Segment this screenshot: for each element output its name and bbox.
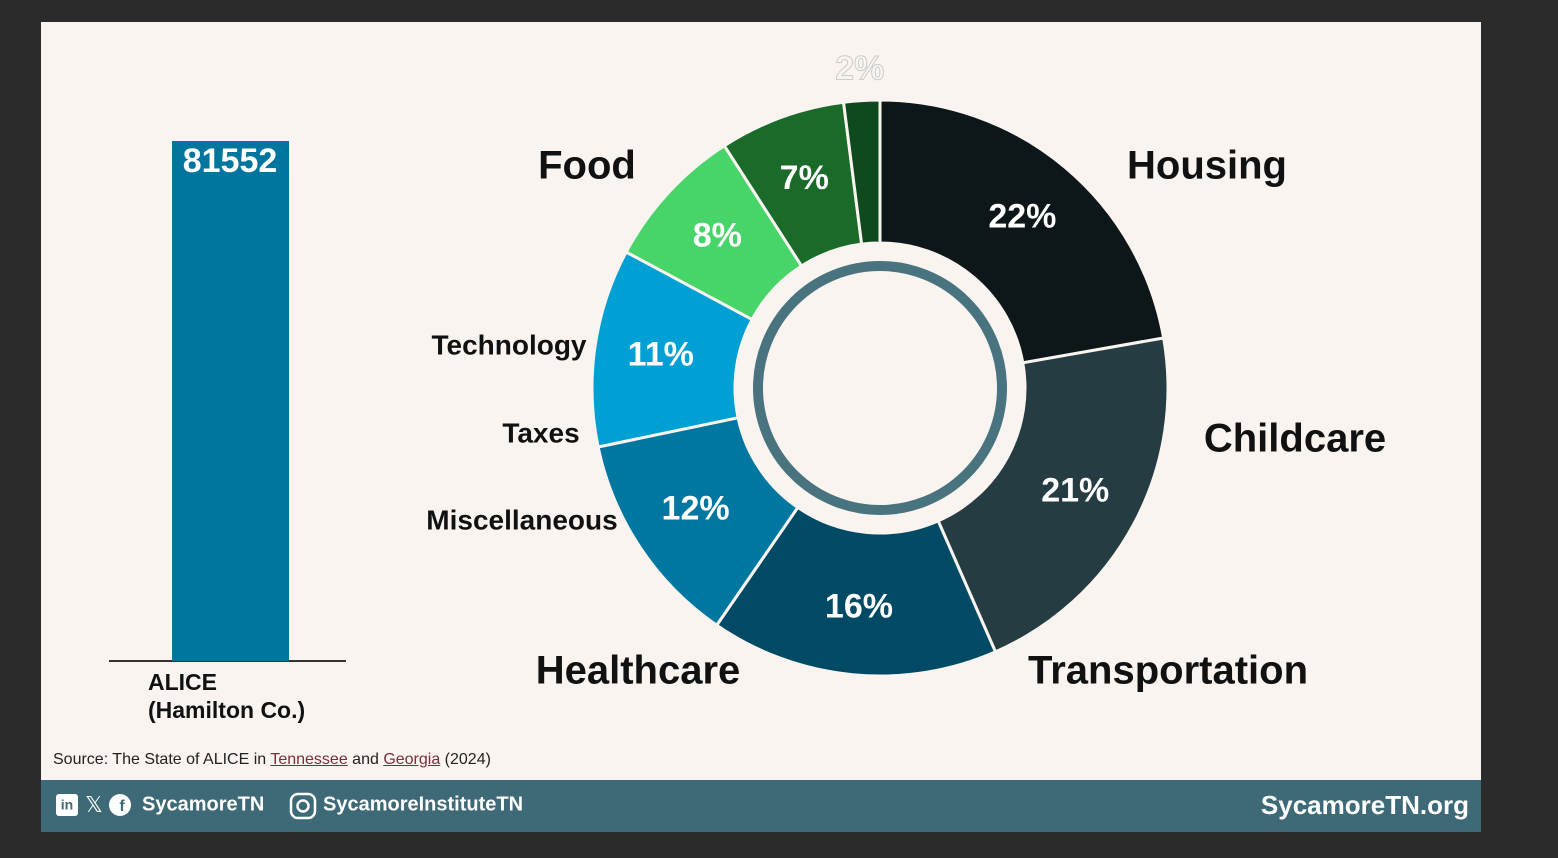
source: Source: The State of ALICE in Tennessee …: [53, 751, 491, 769]
social-handle[interactable]: SycamoreTN: [142, 793, 264, 815]
svg-text:𝕏: 𝕏: [85, 792, 103, 817]
slice-value-label: 8%: [693, 217, 742, 255]
source-text: and: [347, 751, 384, 768]
category-label: Miscellaneous: [426, 504, 617, 535]
bar-value-label: 81552: [183, 142, 278, 180]
source-link[interactable]: Tennessee: [270, 751, 348, 768]
slice-value-label: 21%: [1041, 472, 1109, 510]
category-label: Healthcare: [536, 649, 741, 693]
donut-slice: [714, 505, 998, 678]
category-label: Taxes: [502, 417, 579, 448]
social-icons: in 𝕏 f: [56, 792, 317, 820]
donut-slice: [936, 336, 1170, 654]
donut-slice: [878, 98, 1166, 365]
source-text: Source: The State of ALICE in: [53, 751, 271, 768]
category-label: Housing: [1127, 144, 1287, 188]
donut-slice: [841, 98, 882, 246]
slice-value-label: 7%: [780, 159, 829, 197]
slice-value-label: 11%: [628, 335, 694, 373]
slice-value-label: 2%: [835, 50, 884, 88]
slice-value-label: 16%: [825, 587, 893, 625]
source-link[interactable]: Georgia: [383, 751, 441, 768]
category-label: Childcare: [1204, 417, 1386, 461]
slice-value-label: 22%: [988, 197, 1056, 235]
category-label: Transportation: [1028, 649, 1308, 693]
footer-bar: [41, 780, 1481, 832]
slice-value-label: 12%: [662, 490, 730, 528]
inner-ring: [753, 261, 1007, 515]
svg-text:in: in: [61, 797, 73, 813]
category-label: Technology: [431, 329, 586, 360]
svg-text:f: f: [119, 798, 125, 815]
bar: [172, 141, 289, 661]
instagram-handle[interactable]: SycamoreInstituteTN: [323, 793, 523, 815]
website[interactable]: SycamoreTN.org: [1261, 790, 1469, 820]
source-text: (2024): [440, 751, 491, 768]
bar-category: ALICE (Hamilton Co.): [148, 669, 306, 723]
category-label: Food: [538, 144, 636, 188]
